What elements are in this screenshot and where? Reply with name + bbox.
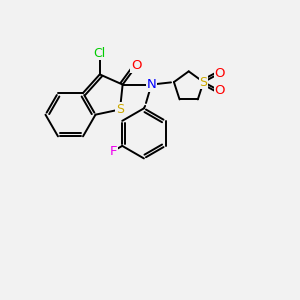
Text: O: O [131,59,142,72]
Text: S: S [116,103,124,116]
Text: F: F [110,145,117,158]
Text: Cl: Cl [94,46,106,60]
Text: N: N [146,78,156,91]
Text: O: O [214,84,225,97]
Text: O: O [214,67,225,80]
Text: S: S [200,76,207,88]
